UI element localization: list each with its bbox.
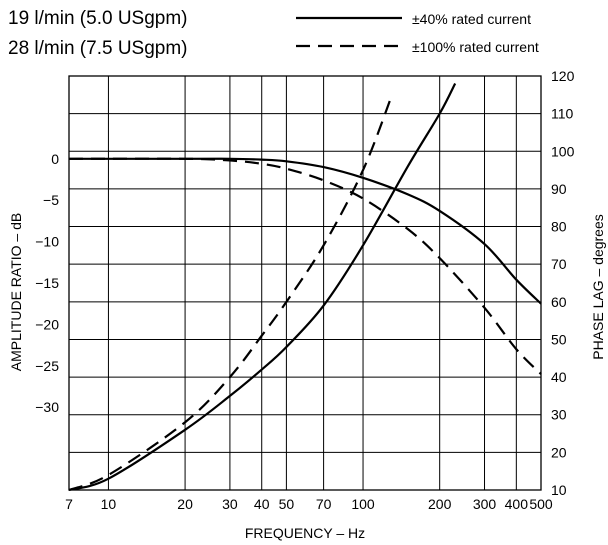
amplitude-curve-dashed (68, 157, 542, 375)
left-y-tick-label: −30 (35, 399, 59, 415)
response-curves (68, 83, 542, 492)
right-y-tick-label: 40 (551, 369, 567, 385)
plot-grid (68, 75, 542, 491)
right-y-tick-label: 20 (551, 444, 567, 460)
left-y-tick-label: −15 (35, 275, 59, 291)
legend: ±40% rated current ±100% rated current (296, 11, 539, 55)
left-y-tick-labels: 0 −5 −10 −15 −20 −25 −30 (35, 151, 59, 415)
right-y-tick-labels: 10 20 30 40 50 60 70 80 90 100 110 120 (551, 68, 575, 498)
x-tick-label: 10 (101, 496, 117, 512)
left-y-tick-label: −20 (35, 316, 59, 332)
x-tick-label: 70 (316, 496, 332, 512)
left-y-tick-label: −5 (43, 192, 59, 208)
right-y-tick-label: 110 (551, 106, 574, 122)
left-y-tick-label: 0 (51, 151, 59, 167)
right-y-tick-label: 60 (551, 294, 567, 310)
right-y-tick-label: 80 (551, 219, 567, 235)
legend-label-dashed: ±100% rated current (412, 39, 539, 55)
x-tick-label: 200 (428, 496, 452, 512)
flow-label-1: 19 l/min (5.0 USgpm) (8, 8, 188, 29)
left-y-tick-label: −25 (35, 358, 59, 374)
phase-curve-dashed (68, 94, 394, 492)
flow-label-2: 28 l/min (7.5 USgpm) (8, 38, 188, 59)
right-y-tick-label: 90 (551, 181, 567, 197)
right-y-tick-label: 10 (551, 482, 567, 498)
right-y-tick-label: 120 (551, 68, 575, 84)
x-tick-label: 50 (279, 496, 295, 512)
left-y-tick-label: −10 (35, 234, 59, 250)
x-tick-label: 30 (222, 496, 238, 512)
legend-label-solid: ±40% rated current (412, 11, 531, 27)
x-tick-label: 300 (473, 496, 497, 512)
x-tick-label: 20 (177, 496, 193, 512)
amplitude-curve-solid (68, 157, 542, 305)
left-y-axis-title: AMPLITUDE RATIO – dB (8, 213, 24, 371)
x-tick-label: 100 (351, 496, 375, 512)
right-y-tick-label: 70 (551, 256, 567, 272)
phase-curve-solid (68, 83, 457, 492)
right-y-tick-label: 30 (551, 407, 567, 423)
x-tick-label: 500 (529, 496, 553, 512)
right-y-tick-label: 50 (551, 331, 567, 347)
right-y-axis-title: PHASE LAG – degrees (590, 214, 606, 360)
right-y-tick-label: 100 (551, 143, 575, 159)
plot-frame (68, 75, 542, 491)
x-tick-label: 40 (254, 496, 270, 512)
x-tick-labels: 7 10 20 30 40 50 70 100 200 300 400 500 (65, 496, 553, 512)
x-axis-title: FREQUENCY – Hz (245, 525, 365, 541)
x-tick-label: 400 (505, 496, 529, 512)
x-tick-label: 7 (65, 496, 73, 512)
